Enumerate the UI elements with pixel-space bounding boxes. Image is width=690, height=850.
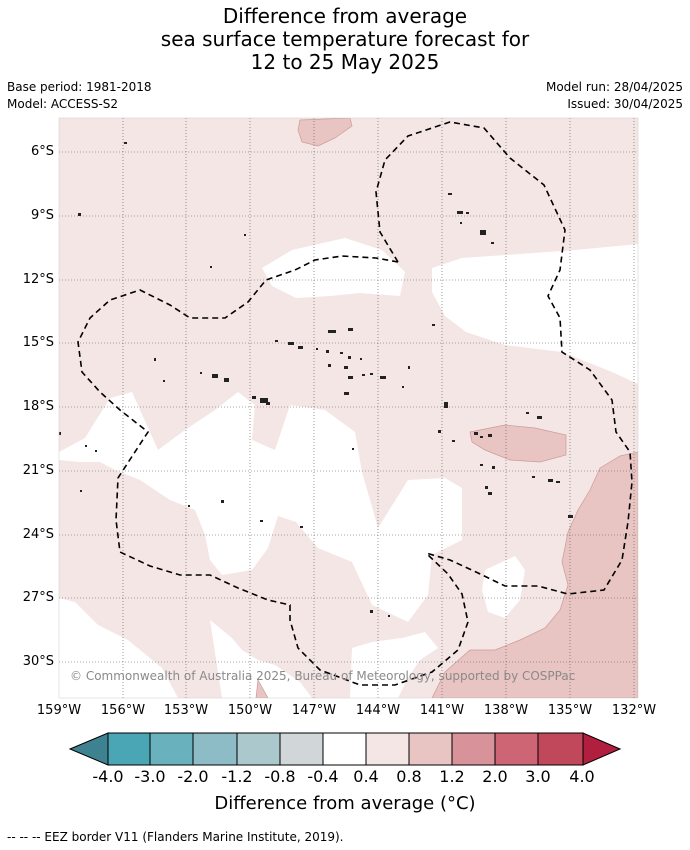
lon-label-147w: 147°W xyxy=(291,703,337,718)
warm-patch-south xyxy=(255,678,269,698)
colorbar-cell xyxy=(279,732,324,766)
lat-label-18s: 18°S xyxy=(22,399,54,414)
lat-label-21s: 21°S xyxy=(22,463,54,478)
colorbar-label: 3.0 xyxy=(525,767,551,786)
lon-label-144w: 144°W xyxy=(355,703,401,718)
colorbar-title: Difference from average (°C) xyxy=(214,793,476,814)
colorbar xyxy=(68,732,622,766)
warm-patch-north xyxy=(297,118,353,147)
colorbar-label: 1.2 xyxy=(439,767,465,786)
colorbar-extend-low xyxy=(68,732,109,766)
colorbar-cell xyxy=(494,732,539,766)
map-plot-area xyxy=(59,118,638,698)
model-run: Model run: 28/04/2025 xyxy=(545,80,683,94)
colorbar-cell xyxy=(365,732,410,766)
model-name: Model: ACCESS-S2 xyxy=(7,97,119,111)
colorbar-label: 0.4 xyxy=(353,767,379,786)
colorbar-cell xyxy=(322,732,367,766)
base-period: Base period: 1981-2018 xyxy=(7,80,152,94)
warm-patch-east-small xyxy=(469,424,567,463)
lon-label-132w: 132°W xyxy=(611,703,657,718)
colorbar-label: -2.0 xyxy=(177,767,209,786)
warm-patch-southeast xyxy=(431,451,638,698)
colorbar-cell xyxy=(107,732,151,766)
colorbar-cell xyxy=(236,732,281,766)
lon-label-159w: 159°W xyxy=(36,703,82,718)
eez-legend-note: -- -- -- EEZ border V11 (Flanders Marine… xyxy=(7,830,344,844)
lat-label-27s: 27°S xyxy=(22,590,54,605)
white-region-north xyxy=(262,238,405,298)
lon-label-156w: 156°W xyxy=(100,703,146,718)
lon-label-153w: 153°W xyxy=(163,703,209,718)
issued-date: Issued: 30/04/2025 xyxy=(567,97,683,111)
chart-title-line-3: 12 to 25 May 2025 xyxy=(250,50,440,74)
white-region-east-small xyxy=(482,556,525,618)
near-average-regions xyxy=(59,238,638,698)
chart-title-line-1: Difference from average xyxy=(222,4,468,28)
colorbar-label: 4.0 xyxy=(569,767,595,786)
lat-label-30s: 30°S xyxy=(22,654,54,669)
white-region-central xyxy=(59,392,462,622)
white-region-south xyxy=(210,620,312,698)
eez-border-north xyxy=(375,121,633,595)
lon-label-138w: 138°W xyxy=(483,703,529,718)
lon-label-141w: 141°W xyxy=(419,703,465,718)
chart-title-line-2: sea surface temperature forecast for xyxy=(160,27,530,51)
map-frame xyxy=(58,117,639,699)
warm-anomaly-regions xyxy=(255,118,638,698)
lon-label-135w: 135°W xyxy=(547,703,593,718)
lat-label-15s: 15°S xyxy=(22,335,54,350)
lon-label-150w: 150°W xyxy=(227,703,273,718)
colorbar-cell xyxy=(537,732,584,766)
eez-borders xyxy=(77,121,633,686)
islands xyxy=(59,142,573,617)
colorbar-cell xyxy=(451,732,496,766)
colorbar-label: 0.8 xyxy=(396,767,422,786)
colorbar-label: -1.2 xyxy=(221,767,253,786)
colorbar-label: -4.0 xyxy=(92,767,124,786)
white-region-east xyxy=(432,244,638,384)
colorbar-label: -0.4 xyxy=(307,767,339,786)
colorbar-cell xyxy=(408,732,453,766)
lat-label-6s: 6°S xyxy=(30,144,54,159)
colorbar-label: -3.0 xyxy=(134,767,166,786)
colorbar-cell xyxy=(192,732,238,766)
colorbar-extend-high xyxy=(582,732,622,766)
map-background-band xyxy=(59,118,638,698)
colorbar-cell xyxy=(149,732,194,766)
lat-label-24s: 24°S xyxy=(22,527,54,542)
lat-label-12s: 12°S xyxy=(22,272,54,287)
colorbar-cells xyxy=(107,732,584,766)
lat-label-9s: 9°S xyxy=(30,208,54,223)
white-region-southwest xyxy=(59,598,178,698)
colorbar-label: -0.8 xyxy=(264,767,296,786)
copyright-credit: © Commonwealth of Australia 2025, Bureau… xyxy=(70,669,576,683)
colorbar-label: 2.0 xyxy=(482,767,508,786)
white-region-southeast xyxy=(350,632,438,698)
